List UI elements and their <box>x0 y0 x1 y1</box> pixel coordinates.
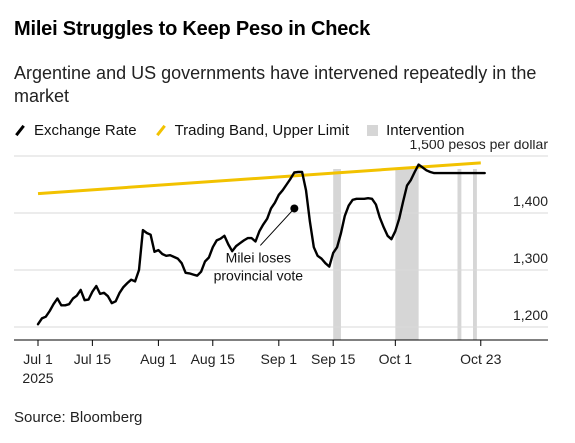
legend-swatch-exchange-rate <box>15 124 25 137</box>
chart-subtitle: Argentine and US governments have interv… <box>14 63 537 106</box>
x-tick-label: Sep 15 <box>311 351 356 367</box>
legend-label-trading-band: Trading Band, Upper Limit <box>174 122 350 139</box>
x-tick-label: Oct 23 <box>460 351 501 367</box>
x-tick-label-year: 2025 <box>22 370 53 386</box>
exchange-rate-chart: 1,200 1,300 1,400 1,500 pesos per dollar Jul… <box>14 140 548 386</box>
intervention-span <box>333 169 341 340</box>
legend-label-intervention: Intervention <box>386 122 465 139</box>
annotation-text: provincial vote <box>214 267 304 283</box>
annotation-text: Milei loses <box>226 249 291 265</box>
x-tick-label: Aug 1 <box>140 351 177 367</box>
legend-item-intervention: Intervention <box>367 122 465 139</box>
legend-item-exchange-rate: Exchange Rate <box>14 122 137 139</box>
legend-swatch-intervention <box>367 125 379 136</box>
y-tick-label: 1,200 <box>513 307 548 323</box>
y-tick-label: 1,300 <box>513 250 548 266</box>
legend: Exchange Rate Trading Band, Upper Limit … <box>14 122 483 139</box>
x-tick-label: Sep 1 <box>261 351 298 367</box>
intervention-span <box>457 169 462 340</box>
legend-item-trading-band: Trading Band, Upper Limit <box>155 122 350 139</box>
x-tick-label: Oct 1 <box>379 351 413 367</box>
series-exchange-rate <box>36 163 486 326</box>
series-trading-band <box>37 161 481 196</box>
x-tick-label: Aug 15 <box>191 351 236 367</box>
annotation-leader <box>259 208 295 246</box>
y-tick-label: 1,400 <box>513 193 548 209</box>
intervention-span <box>395 169 419 340</box>
y-tick-label: 1,500 pesos per dollar <box>409 140 548 152</box>
x-tick-label: Jul 1 <box>23 351 53 367</box>
legend-swatch-trading-band <box>155 124 166 137</box>
source-note: Source: Bloomberg <box>14 409 143 426</box>
x-tick-label: Jul 15 <box>74 351 112 367</box>
intervention-span <box>473 169 477 340</box>
chart-title: Milei Struggles to Keep Peso in Check <box>14 18 371 40</box>
annotation-dot <box>290 204 299 213</box>
legend-label-exchange-rate: Exchange Rate <box>34 122 137 139</box>
